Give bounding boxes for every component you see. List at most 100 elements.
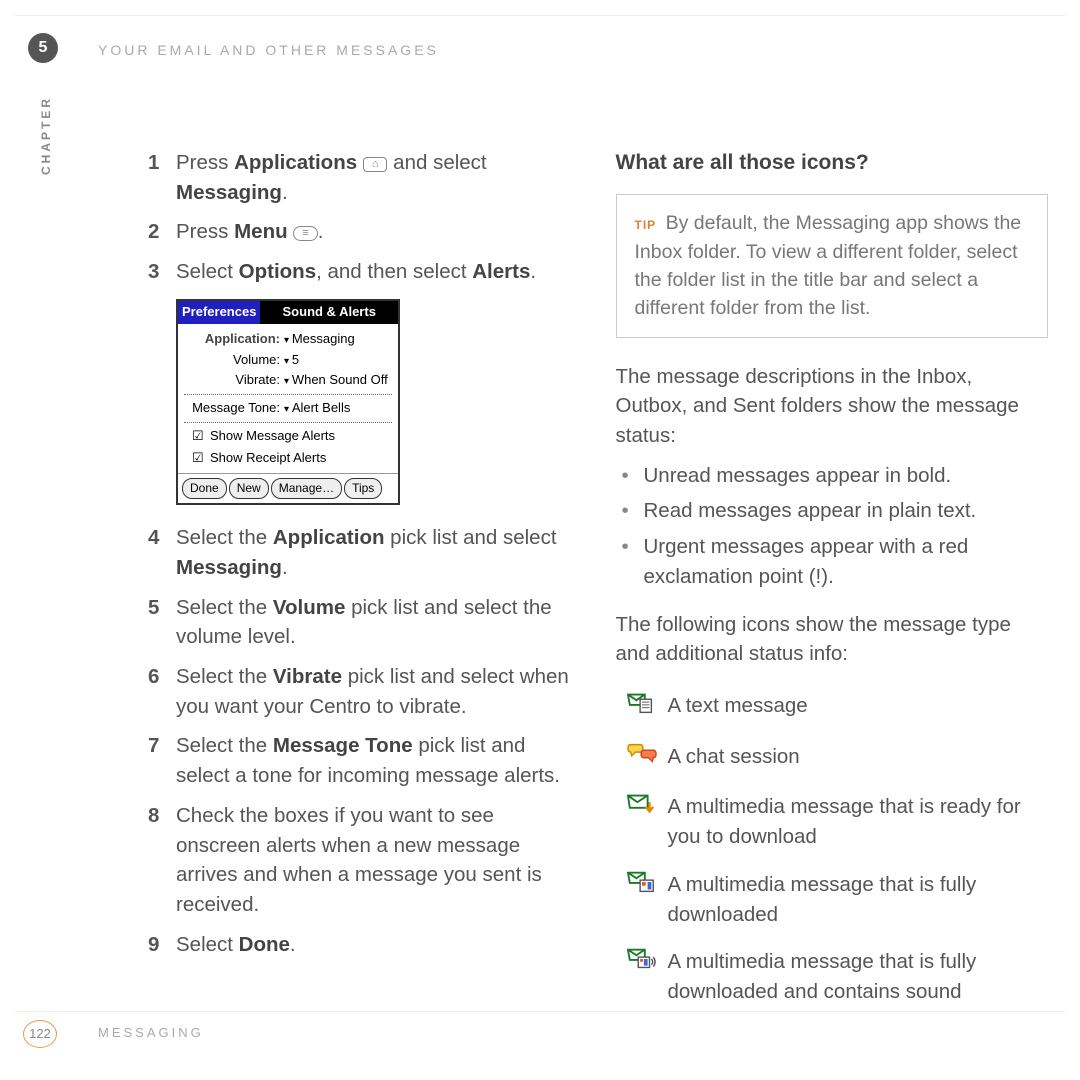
- divider: [184, 422, 392, 423]
- text: .: [290, 933, 296, 956]
- text: Press: [176, 220, 234, 243]
- done-button[interactable]: Done: [182, 478, 227, 499]
- step-body: Select the Volume pick list and select t…: [176, 593, 581, 652]
- step-number: 9: [148, 930, 176, 960]
- step-body: Check the boxes if you want to see onscr…: [176, 801, 581, 920]
- tip-label: TIP: [635, 218, 657, 232]
- step-1: 1 Press Applications ⌂ and select Messag…: [148, 148, 581, 207]
- step-number: 1: [148, 148, 176, 207]
- step-number: 5: [148, 593, 176, 652]
- mms-sound-icon: [616, 947, 668, 980]
- bullet: Read messages appear in plain text.: [616, 496, 1049, 526]
- bold: Messaging: [176, 181, 282, 204]
- step-number: 4: [148, 523, 176, 582]
- step-body: Select the Message Tone pick list and se…: [176, 731, 581, 790]
- step-3: 3 Select Options, and then select Alerts…: [148, 257, 581, 287]
- tips-button[interactable]: Tips: [344, 478, 382, 499]
- applications-key-icon: ⌂: [363, 157, 388, 172]
- step-number: 7: [148, 731, 176, 790]
- menu-key-icon: ≡: [293, 226, 317, 241]
- volume-picklist[interactable]: 5: [284, 351, 299, 370]
- row-vibrate: Vibrate: When Sound Off: [184, 371, 392, 390]
- bold: Done: [239, 933, 290, 956]
- bold: Message Tone: [273, 734, 413, 757]
- step-9: 9 Select Done.: [148, 930, 581, 960]
- step-body: Select the Vibrate pick list and select …: [176, 662, 581, 721]
- row-volume: Volume: 5: [184, 351, 392, 370]
- application-picklist[interactable]: Messaging: [284, 330, 355, 349]
- steps-list-continued: 4 Select the Application pick list and s…: [148, 523, 581, 959]
- bullet: Unread messages appear in bold.: [616, 461, 1049, 491]
- vibrate-picklist[interactable]: When Sound Off: [284, 371, 388, 390]
- icon-description: A multimedia message that is ready for y…: [668, 792, 1049, 851]
- bold: Application:: [205, 331, 280, 346]
- section-heading: What are all those icons?: [616, 148, 1049, 178]
- screenshot-buttons: Done New Manage… Tips: [178, 473, 398, 503]
- screenshot-body: Application: Messaging Volume: 5 Vibrate…: [178, 324, 398, 473]
- text: Select: [176, 260, 239, 283]
- bold: Application: [273, 526, 385, 549]
- bold: Alerts: [472, 260, 530, 283]
- text: Select the: [176, 665, 273, 688]
- text: Select: [176, 933, 239, 956]
- status-bullets: Unread messages appear in bold. Read mes…: [616, 461, 1049, 592]
- icon-row-mms-ready: A multimedia message that is ready for y…: [616, 792, 1049, 851]
- manage-button[interactable]: Manage…: [271, 478, 342, 499]
- label: Application:: [184, 330, 284, 349]
- bold: Menu: [234, 220, 288, 243]
- preferences-screenshot: Preferences Sound & Alerts Application: …: [176, 299, 400, 505]
- new-button[interactable]: New: [229, 478, 269, 499]
- bullet: Urgent messages appear with a red exclam…: [616, 532, 1049, 591]
- show-receipt-alerts-checkbox[interactable]: Show Receipt Alerts: [192, 449, 392, 468]
- icon-row-mms-sound: A multimedia message that is fully downl…: [616, 947, 1049, 1006]
- prefs-title: Sound & Alerts: [260, 301, 398, 324]
- bold: Applications: [234, 151, 357, 174]
- step-number: 6: [148, 662, 176, 721]
- footer-rule: [15, 1011, 1065, 1012]
- paragraph: The message descriptions in the Inbox, O…: [616, 362, 1049, 451]
- mms-downloaded-icon: [616, 870, 668, 903]
- step-body: Press Applications ⌂ and select Messagin…: [176, 148, 581, 207]
- paragraph: The following icons show the message typ…: [616, 610, 1049, 669]
- message-tone-picklist[interactable]: Alert Bells: [284, 399, 350, 418]
- chapter-label: CHAPTER: [38, 96, 55, 175]
- step-body: Select the Application pick list and sel…: [176, 523, 581, 582]
- tip-box: TIP By default, the Messaging app shows …: [616, 194, 1049, 337]
- icon-list: A text message A chat session A multimed…: [616, 691, 1049, 1007]
- chat-session-icon: [616, 742, 668, 775]
- text: pick list and select: [384, 526, 556, 549]
- row-message-tone: Message Tone: Alert Bells: [184, 399, 392, 418]
- text: Select the: [176, 596, 273, 619]
- chapter-badge: 5: [28, 33, 58, 63]
- text: .: [282, 556, 288, 579]
- right-column: What are all those icons? TIP By default…: [616, 148, 1049, 1025]
- screenshot-titlebar: Preferences Sound & Alerts: [178, 301, 398, 324]
- icon-row-text-message: A text message: [616, 691, 1049, 724]
- icon-description: A text message: [668, 691, 1049, 721]
- text: Select the: [176, 526, 273, 549]
- left-column: 1 Press Applications ⌂ and select Messag…: [148, 148, 581, 1025]
- icon-description: A multimedia message that is fully downl…: [668, 870, 1049, 929]
- step-2: 2 Press Menu ≡.: [148, 217, 581, 247]
- mms-ready-icon: [616, 792, 668, 825]
- step-5: 5 Select the Volume pick list and select…: [148, 593, 581, 652]
- label: Vibrate:: [184, 371, 284, 390]
- footer-section: MESSAGING: [98, 1024, 204, 1043]
- label: Message Tone:: [184, 399, 284, 418]
- text: .: [318, 220, 324, 243]
- text-message-icon: [616, 691, 668, 724]
- label: Volume:: [184, 351, 284, 370]
- bold: Volume: [273, 596, 346, 619]
- step-number: 3: [148, 257, 176, 287]
- step-7: 7 Select the Message Tone pick list and …: [148, 731, 581, 790]
- step-number: 2: [148, 217, 176, 247]
- row-application: Application: Messaging: [184, 330, 392, 349]
- bold: Options: [239, 260, 316, 283]
- bold: Messaging: [176, 556, 282, 579]
- step-body: Press Menu ≡.: [176, 217, 581, 247]
- step-number: 8: [148, 801, 176, 920]
- bold: Vibrate: [273, 665, 342, 688]
- show-message-alerts-checkbox[interactable]: Show Message Alerts: [192, 427, 392, 446]
- step-body: Select Options, and then select Alerts.: [176, 257, 581, 287]
- text: Select the: [176, 734, 273, 757]
